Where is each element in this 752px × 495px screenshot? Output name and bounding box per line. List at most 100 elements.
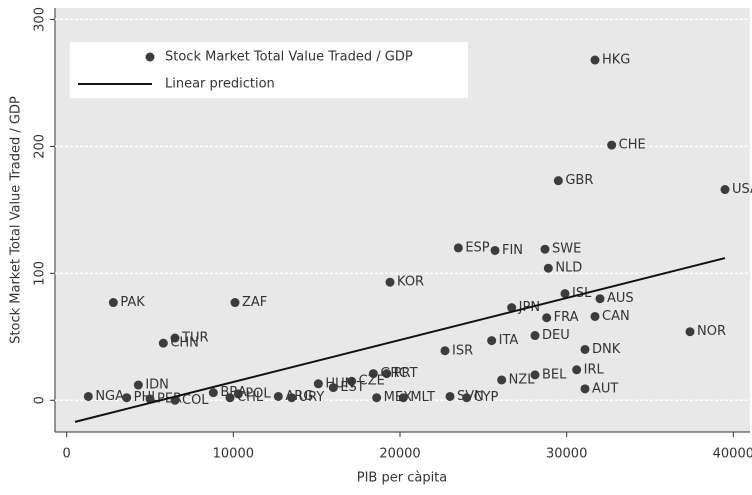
point-label: NZL <box>509 372 536 387</box>
point-label: MLT <box>410 390 435 405</box>
point-label: DEU <box>542 328 570 343</box>
point-label: CHL <box>237 390 264 405</box>
point <box>462 393 472 403</box>
point-label: DNK <box>592 342 621 357</box>
y-tick-label: 0 <box>33 396 48 404</box>
point-label: URY <box>299 390 325 405</box>
x-tick-label: 20000 <box>379 447 420 462</box>
point <box>542 313 552 323</box>
point-label: EST <box>340 380 364 395</box>
point-label: ESP <box>465 240 489 255</box>
point <box>507 303 517 313</box>
point-label: COL <box>182 393 209 408</box>
point <box>440 346 450 356</box>
point <box>385 277 395 287</box>
point-label: TUR <box>181 331 209 346</box>
point <box>595 294 605 304</box>
point <box>158 338 168 348</box>
point <box>133 380 143 390</box>
point <box>170 333 180 343</box>
point-label: USA <box>732 182 752 197</box>
point <box>607 140 617 150</box>
x-tick-label: 0 <box>63 447 71 462</box>
point-label: PAK <box>120 295 145 310</box>
point <box>572 365 582 375</box>
x-axis-label: PIB per càpita <box>357 471 448 486</box>
point <box>540 244 550 254</box>
point-label: MEX <box>384 390 412 405</box>
point-label: CHN <box>170 336 199 351</box>
point-label: CYP <box>474 390 499 405</box>
y-tick-label: 300 <box>33 7 48 32</box>
point-label: GBR <box>565 173 593 188</box>
y-tick-label: 100 <box>33 261 48 286</box>
x-tick-label: 30000 <box>546 447 587 462</box>
point <box>580 344 590 354</box>
point <box>590 55 600 65</box>
point-label: PRT <box>394 366 418 381</box>
point <box>273 391 283 401</box>
point-label: ISR <box>452 343 473 358</box>
point <box>230 298 240 308</box>
point-label: AUS <box>607 291 634 306</box>
point-label: GRC <box>380 366 408 381</box>
point <box>497 375 507 385</box>
point-label: SWE <box>552 242 581 257</box>
point-label: CZE <box>359 374 385 389</box>
legend-label: Stock Market Total Value Traded / GDP <box>165 50 413 65</box>
point <box>445 391 455 401</box>
point <box>553 176 563 186</box>
point <box>398 393 408 403</box>
point <box>453 243 463 253</box>
point <box>313 379 323 389</box>
point-label: KOR <box>397 275 424 290</box>
point <box>108 298 118 308</box>
point-label: POL <box>245 386 271 401</box>
legend-label: Linear prediction <box>165 77 275 92</box>
point <box>225 393 235 403</box>
point-label: CHE <box>619 138 646 153</box>
x-tick-label: 40000 <box>713 447 752 462</box>
point-label: NOR <box>697 324 726 339</box>
point <box>328 383 338 393</box>
point <box>372 393 382 403</box>
point-label: FIN <box>502 243 523 258</box>
point-label: NLD <box>555 261 582 276</box>
point <box>590 311 600 321</box>
point-label: IRL <box>584 362 605 377</box>
point-label: IDN <box>145 378 169 393</box>
y-tick-label: 200 <box>33 134 48 159</box>
point <box>580 384 590 394</box>
legend <box>70 42 468 98</box>
point-label: CAN <box>602 309 630 324</box>
point <box>530 331 540 341</box>
point <box>382 369 392 379</box>
point <box>560 289 570 299</box>
point <box>530 370 540 380</box>
point-label: ZAF <box>242 295 267 310</box>
point-label: NGA <box>95 389 124 404</box>
point <box>122 393 132 403</box>
point <box>83 391 93 401</box>
point <box>368 369 378 379</box>
point-label: HKG <box>602 53 630 68</box>
y-axis-label: Stock Market Total Value Traded / GDP <box>9 96 24 344</box>
point <box>487 336 497 346</box>
point <box>233 389 243 399</box>
point <box>685 327 695 337</box>
point <box>347 376 357 386</box>
point <box>287 393 297 403</box>
point-label: FRA <box>554 310 579 325</box>
point <box>490 245 500 255</box>
point-label: BEL <box>542 367 567 382</box>
point-label: ITA <box>499 333 519 348</box>
point-label: AUT <box>592 381 618 396</box>
point <box>208 388 218 398</box>
legend-symbol <box>145 52 155 62</box>
fit-line <box>74 257 726 423</box>
x-tick-label: 10000 <box>213 447 254 462</box>
point <box>720 185 730 195</box>
point <box>543 263 553 273</box>
point <box>145 394 155 404</box>
